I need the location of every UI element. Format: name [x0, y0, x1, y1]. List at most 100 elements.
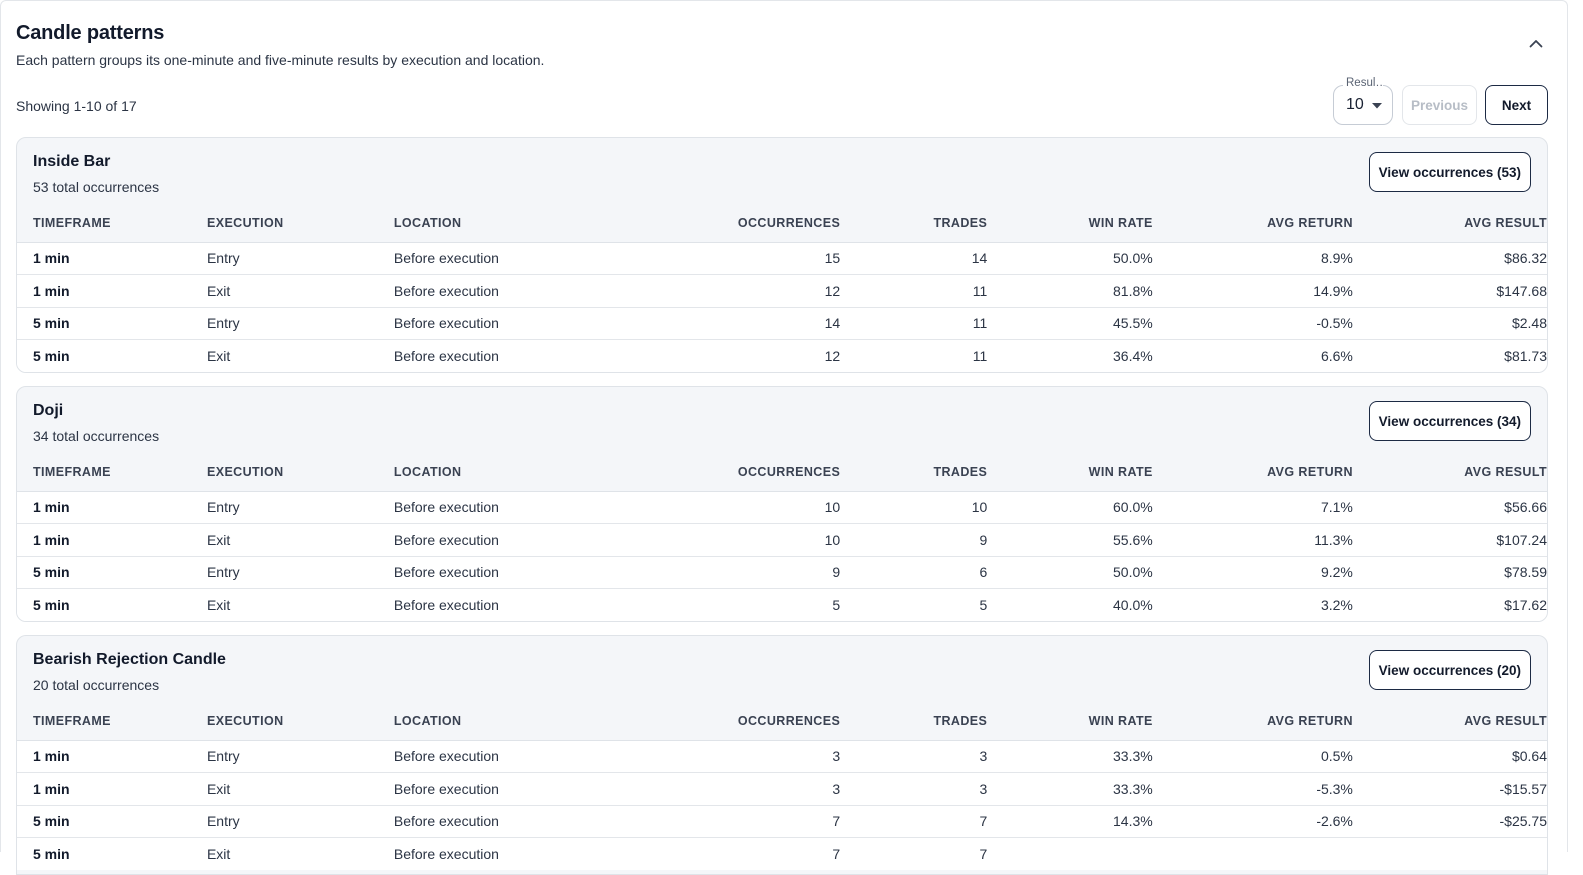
- win-rate-cell: 36.4%: [987, 339, 1153, 372]
- execution-cell: Exit: [206, 339, 394, 372]
- execution-cell: Entry: [206, 491, 394, 525]
- timeframe-cell: 1 min: [17, 740, 207, 774]
- pattern-group: Inside Bar 53 total occurrences View occur…: [16, 137, 1548, 373]
- results-per-page-select[interactable]: Resul… 10: [1333, 77, 1393, 125]
- avg-return-cell: 14.9%: [1152, 274, 1353, 308]
- avg-result-cell: $0.64: [1352, 740, 1547, 774]
- avg-return-cell: -5.3%: [1152, 772, 1353, 806]
- col-avg-result-header: AVG RESULT: [1352, 454, 1547, 492]
- trades-cell: 11: [840, 274, 988, 308]
- location-cell: Before execution: [393, 740, 670, 774]
- pattern-total-occurrences: 53 total occurrences: [33, 179, 160, 195]
- execution-cell: Exit: [206, 274, 394, 308]
- table-row: 1 min Exit Before execution 12 11 81.8% 14.9% $…: [17, 274, 1547, 308]
- avg-return-cell: 11.3%: [1152, 523, 1353, 557]
- col-timeframe-header: TIMEFRAME: [17, 205, 207, 243]
- table-header-row: TIMEFRAME EXECUTION LOCATION OCCURRENCES TRA…: [17, 454, 1547, 492]
- avg-result-cell: $78.59: [1352, 556, 1547, 590]
- col-win-rate-header: WIN RATE: [987, 205, 1153, 243]
- location-cell: Before execution: [393, 339, 670, 372]
- pattern-group: Doji 34 total occurrences View occurrences…: [16, 386, 1548, 622]
- pattern-name: Inside Bar: [33, 153, 111, 170]
- table-row: 5 min Exit Before execution 5 5 40.0% 3.2% $17.…: [17, 588, 1547, 621]
- col-location-header: LOCATION: [393, 454, 670, 492]
- execution-cell: Entry: [206, 556, 394, 590]
- avg-result-cell: $86.32: [1352, 242, 1547, 276]
- execution-cell: Entry: [206, 740, 394, 774]
- table-header-row: TIMEFRAME EXECUTION LOCATION OCCURRENCES TRA…: [17, 703, 1547, 741]
- timeframe-cell: 5 min: [17, 805, 207, 839]
- timeframe-cell: 1 min: [17, 491, 207, 525]
- col-win-rate-header: WIN RATE: [987, 703, 1153, 741]
- win-rate-cell: 33.3%: [987, 772, 1153, 806]
- trades-cell: 6: [840, 556, 988, 590]
- avg-return-cell: 0.5%: [1152, 740, 1353, 774]
- execution-cell: Entry: [206, 805, 394, 839]
- timeframe-cell: 5 min: [17, 339, 207, 372]
- avg-result-cell: $56.66: [1352, 491, 1547, 525]
- pattern-results-table: TIMEFRAME EXECUTION LOCATION OCCURRENCES TRA…: [17, 703, 1547, 871]
- win-rate-cell: 33.3%: [987, 740, 1153, 774]
- location-cell: Before execution: [393, 588, 670, 621]
- table-row: 1 min Exit Before execution 3 3 33.3% -5.3% -$1…: [17, 772, 1547, 806]
- table-row: 1 min Exit Before execution 10 9 55.6% 11.3% $1…: [17, 523, 1547, 557]
- col-occurrences-header: OCCURRENCES: [669, 703, 841, 741]
- avg-return-cell: 9.2%: [1152, 556, 1353, 590]
- next-button[interactable]: Next: [1485, 85, 1548, 125]
- location-cell: Before execution: [393, 307, 670, 341]
- collapse-button[interactable]: [1524, 33, 1548, 53]
- pattern-name: Doji: [33, 402, 64, 419]
- caret-down-icon: [1372, 103, 1382, 109]
- col-avg-return-header: AVG RETURN: [1152, 205, 1353, 243]
- trades-cell: 9: [840, 523, 988, 557]
- avg-result-cell: -$15.57: [1352, 772, 1547, 806]
- col-trades-header: TRADES: [840, 454, 988, 492]
- previous-button[interactable]: Previous: [1402, 85, 1477, 125]
- col-occurrences-header: OCCURRENCES: [669, 205, 841, 243]
- win-rate-cell: 60.0%: [987, 491, 1153, 525]
- location-cell: Before execution: [393, 274, 670, 308]
- occurrences-cell: 10: [669, 523, 841, 557]
- trades-cell: 14: [840, 242, 988, 276]
- avg-result-cell: $81.73: [1352, 339, 1547, 372]
- trades-cell: 10: [840, 491, 988, 525]
- avg-result-cell: [1352, 837, 1547, 871]
- execution-cell: Entry: [206, 307, 394, 341]
- trades-cell: 7: [840, 805, 988, 839]
- occurrences-cell: 3: [669, 772, 841, 806]
- avg-return-cell: [1152, 837, 1353, 871]
- avg-result-cell: $147.68: [1352, 274, 1547, 308]
- avg-return-cell: 6.6%: [1152, 339, 1353, 372]
- table-row: 5 min Exit Before execution 12 11 36.4% 6.6% $8…: [17, 339, 1547, 372]
- pattern-group: Bearish Rejection Candle 20 total occurre…: [16, 635, 1548, 875]
- occurrences-cell: 10: [669, 491, 841, 525]
- avg-return-cell: 3.2%: [1152, 588, 1353, 621]
- view-occurrences-button[interactable]: View occurrences (20): [1368, 650, 1531, 690]
- location-cell: Before execution: [393, 523, 670, 557]
- page-subtitle: Each pattern groups its one-minute and f…: [16, 52, 545, 68]
- col-avg-result-header: AVG RESULT: [1352, 205, 1547, 243]
- col-avg-result-header: AVG RESULT: [1352, 703, 1547, 741]
- occurrences-cell: 7: [669, 805, 841, 839]
- showing-count: Showing 1-10 of 17: [16, 98, 137, 114]
- table-row: 5 min Entry Before execution 7 7 14.3% -2.6% -$…: [17, 805, 1547, 839]
- col-avg-return-header: AVG RETURN: [1152, 454, 1353, 492]
- win-rate-cell: 55.6%: [987, 523, 1153, 557]
- win-rate-cell: 45.5%: [987, 307, 1153, 341]
- occurrences-cell: 15: [669, 242, 841, 276]
- view-occurrences-button[interactable]: View occurrences (34): [1368, 401, 1531, 441]
- occurrences-cell: 12: [669, 339, 841, 372]
- trades-cell: 7: [840, 837, 988, 871]
- pattern-results-table: TIMEFRAME EXECUTION LOCATION OCCURRENCES TRA…: [17, 454, 1547, 621]
- pattern-results-table: TIMEFRAME EXECUTION LOCATION OCCURRENCES TRA…: [17, 205, 1547, 372]
- trades-cell: 3: [840, 772, 988, 806]
- view-occurrences-button[interactable]: View occurrences (53): [1368, 152, 1531, 192]
- occurrences-cell: 9: [669, 556, 841, 590]
- win-rate-cell: 14.3%: [987, 805, 1153, 839]
- execution-cell: Exit: [206, 523, 394, 557]
- execution-cell: Exit: [206, 837, 394, 871]
- col-timeframe-header: TIMEFRAME: [17, 454, 207, 492]
- avg-result-cell: $17.62: [1352, 588, 1547, 621]
- pattern-name: Bearish Rejection Candle: [33, 651, 226, 668]
